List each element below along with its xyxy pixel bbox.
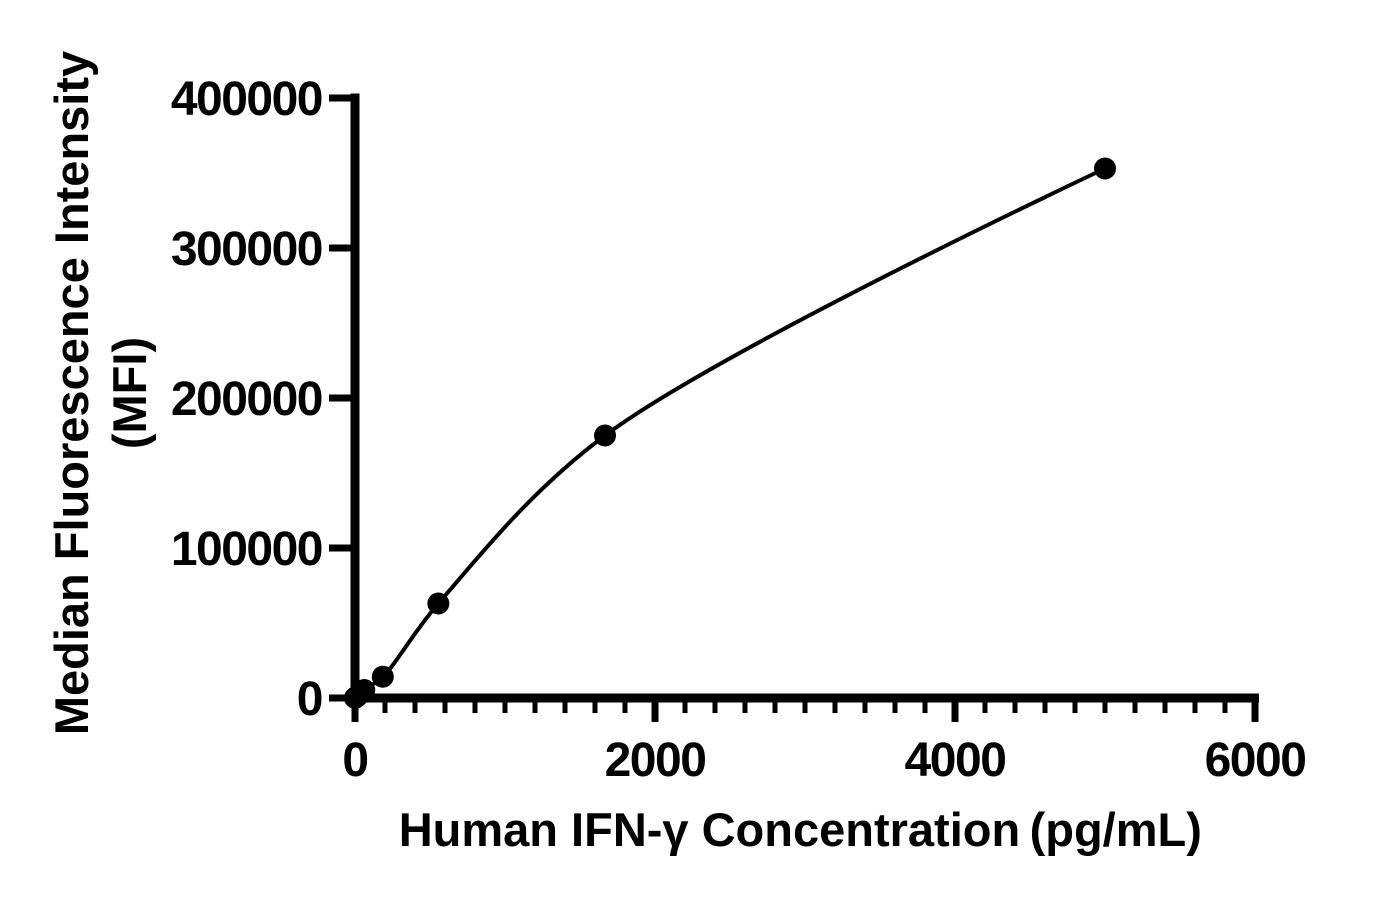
data-point: [427, 592, 450, 615]
y-tick-label: 400000: [171, 73, 322, 126]
x-tick-label: 6000: [1205, 734, 1306, 787]
y-tick-label: 200000: [171, 373, 322, 426]
fit-curve: [353, 166, 1107, 700]
data-point: [353, 679, 376, 702]
data-point: [371, 665, 394, 688]
x-tick-label: 2000: [605, 734, 706, 787]
y-tick-label: 300000: [171, 223, 322, 276]
y-tick-label: 100000: [171, 523, 322, 576]
x-tick-label: 4000: [905, 734, 1006, 787]
x-tick-label: 0: [342, 734, 367, 787]
y-tick-label: 0: [297, 673, 322, 726]
data-point: [1094, 157, 1116, 180]
y-axis-title: Median Fluorescence Intensity (MFI): [43, 33, 159, 753]
data-point: [594, 424, 617, 447]
x-axis-title: Human IFN-γ Concentration (pg/mL): [398, 803, 1212, 856]
y-axis-title-line2: (MFI): [103, 327, 156, 459]
y-axis-title-line1: Median Fluorescence Intensity: [45, 50, 98, 736]
